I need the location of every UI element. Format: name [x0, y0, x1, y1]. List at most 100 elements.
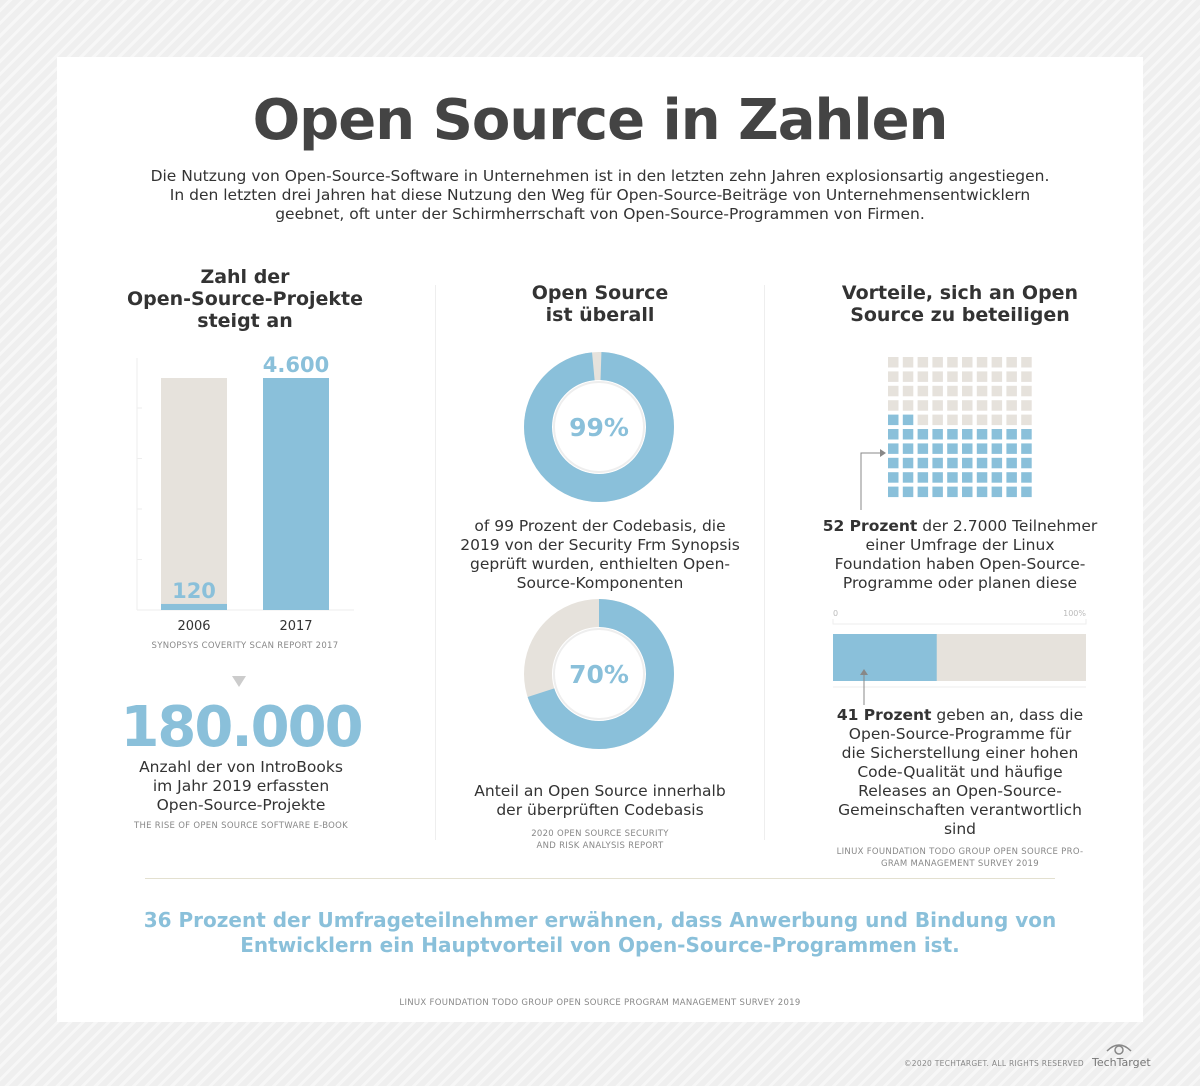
waffle-cell — [1021, 357, 1032, 368]
waffle-cell — [991, 400, 1003, 411]
waffle-cell — [917, 371, 929, 382]
waffle-cell — [962, 385, 973, 397]
text-line: Releases an Open-Source- — [858, 782, 1062, 800]
waffle-cell — [962, 429, 973, 440]
heading-line: Vorteile, sich an Open — [841, 282, 1079, 304]
waffle-cell — [1021, 385, 1032, 397]
waffle-cell — [932, 357, 943, 368]
col3-heading: Vorteile, sich an Open Source zu beteili… — [810, 282, 1110, 326]
page-title: Open Source in Zahlen — [252, 88, 949, 153]
divider — [145, 878, 1055, 879]
bar-value-label: 120 — [172, 579, 216, 603]
waffle-cell — [888, 414, 899, 426]
waffle-cell — [902, 400, 914, 411]
waffle-cell — [902, 472, 914, 483]
bar-value-label: 4.600 — [263, 353, 329, 377]
waffle-cell — [1021, 472, 1032, 483]
waffle-cell — [902, 443, 914, 454]
waffle-cell — [888, 472, 899, 483]
source-line: 2020 OPEN SOURCE SECURITY — [531, 829, 669, 839]
waffle-cell — [888, 486, 899, 498]
donut-center — [553, 381, 645, 473]
intro-text: Die Nutzung von Open-Source-Software in … — [100, 167, 1100, 224]
waffle-cell — [902, 371, 914, 382]
bar-value — [833, 634, 937, 681]
eye-icon — [1106, 1044, 1132, 1055]
waffle-cell — [917, 414, 929, 426]
donut-center — [553, 628, 645, 720]
waffle-cell — [976, 429, 988, 440]
waffle-cell — [962, 414, 973, 426]
col1-heading: Zahl der Open-Source-Projekte steigt an — [100, 266, 390, 332]
donut-chart-70: 70% — [524, 599, 674, 749]
waffle-cell — [962, 357, 973, 368]
waffle-cell — [976, 400, 988, 411]
axis-label: 0 — [833, 609, 838, 618]
waffle-cell — [932, 429, 943, 440]
waffle-cell — [917, 357, 929, 368]
headline-line: 36 Prozent der Umfrageteilnehmer erwähne… — [143, 908, 1057, 932]
infographic-card — [57, 57, 1143, 1022]
waffle-cell — [1021, 457, 1032, 469]
arrow-down-icon — [232, 676, 246, 687]
pointer-line — [860, 452, 880, 510]
waffle-cell — [991, 472, 1003, 483]
col2-source: 2020 OPEN SOURCE SECURITY AND RISK ANALY… — [450, 828, 750, 852]
waffle-cell — [917, 400, 929, 411]
intro-line: Die Nutzung von Open-Source-Software in … — [150, 167, 1050, 185]
waffle-cell — [932, 414, 943, 426]
waffle-cell — [932, 400, 943, 411]
source-line: GRAM MANAGEMENT SURVEY 2019 — [881, 859, 1039, 869]
text-line: geben an, dass die — [931, 706, 1084, 724]
col3-text2: 41 Prozent geben an, dass die Open-Sourc… — [810, 706, 1110, 839]
text-line: geprüft wurden, enthielten Open- — [469, 555, 731, 573]
waffle-cell — [932, 385, 943, 397]
bar-chart: 120 2006 4.600 2017 — [136, 353, 354, 634]
waffle-cell — [932, 457, 943, 469]
waffle-cell — [976, 357, 988, 368]
waffle-cell — [902, 429, 914, 440]
source-line: AND RISK ANALYSIS REPORT — [536, 841, 664, 851]
axis-line — [832, 619, 1087, 625]
waffle-cell — [991, 357, 1003, 368]
waffle-cell — [1021, 443, 1032, 454]
headline-line: Entwicklern ein Hauptvorteil von Open-So… — [240, 933, 960, 957]
waffle-cell — [947, 429, 958, 440]
logo-text: TechTarget — [1092, 1056, 1151, 1069]
waffle-cell — [991, 486, 1003, 498]
waffle-cell — [962, 457, 973, 469]
waffle-cell — [932, 472, 943, 483]
col2-text2: Anteil an Open Source innerhalb der über… — [450, 782, 750, 820]
waffle-cell — [962, 400, 973, 411]
waffle-cell — [991, 385, 1003, 397]
text-line: im Jahr 2019 erfassten — [152, 777, 330, 795]
text-line: die Sicherstellung einer hohen — [841, 744, 1079, 762]
heading-line: Open Source — [531, 282, 669, 304]
text-line: 2019 von der Security Frm Synopsis — [460, 536, 740, 554]
waffle-cell — [947, 472, 958, 483]
waffle-cell — [947, 414, 958, 426]
waffle-cell — [917, 443, 929, 454]
text-line: Programme oder planen diese — [842, 574, 1078, 592]
waffle-chart — [860, 357, 1032, 510]
bar-2017 — [263, 378, 329, 610]
text-line: der überprüften Codebasis — [496, 801, 704, 819]
waffle-cell — [976, 457, 988, 469]
bar-background — [161, 378, 227, 610]
waffle-cell — [932, 486, 943, 498]
text-line: Anzahl der von IntroBooks — [139, 758, 343, 776]
big-number-source: THE RISE OF OPEN SOURCE SOFTWARE E-BOOK — [133, 821, 349, 831]
waffle-cell — [902, 414, 914, 426]
bold-stat: 41 Prozent — [836, 706, 932, 724]
x-tick-label: 2006 — [177, 619, 210, 634]
waffle-cell — [991, 457, 1003, 469]
waffle-cell — [1006, 357, 1017, 368]
intro-line: In den letzten drei Jahren hat diese Nut… — [169, 186, 1031, 204]
bottom-headline: 36 Prozent der Umfrageteilnehmer erwähne… — [60, 908, 1140, 958]
waffle-cell — [947, 400, 958, 411]
waffle-cell — [947, 385, 958, 397]
donut-slice — [524, 599, 674, 749]
text-line: Source-Komponenten — [516, 574, 684, 592]
col2-text1: of 99 Prozent der Codebasis, die 2019 vo… — [450, 517, 750, 593]
waffle-cell — [1006, 371, 1017, 382]
